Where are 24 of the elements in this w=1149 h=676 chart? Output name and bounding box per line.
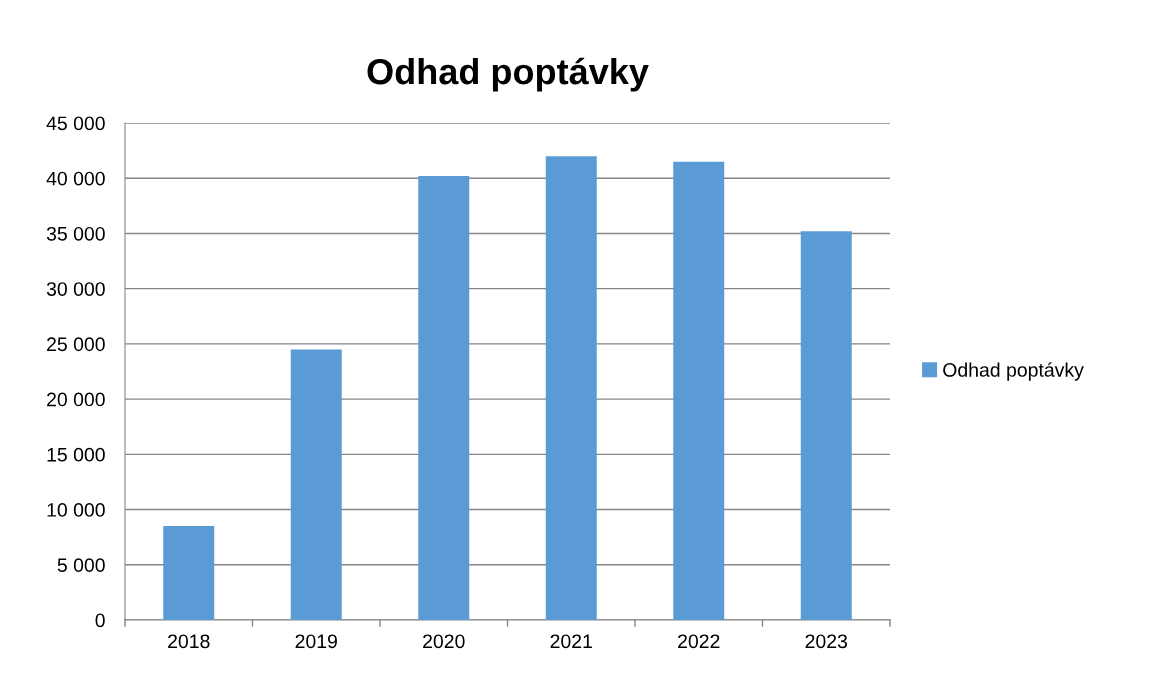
x-tick-label: 2019 xyxy=(295,634,337,649)
chart-title: Odhad poptávky xyxy=(367,57,649,92)
y-tick-label: 20 000 xyxy=(47,392,105,407)
x-tick-label: 2021 xyxy=(550,634,592,649)
x-tick-label: 2023 xyxy=(805,634,848,649)
y-tick-label: 15 000 xyxy=(47,447,105,462)
bar xyxy=(673,161,725,620)
bar xyxy=(545,156,597,620)
y-tick-label: 45 000 xyxy=(46,116,105,131)
x-tick-label: 2018 xyxy=(168,634,210,649)
x-tick-label: 2020 xyxy=(423,634,465,649)
y-tick-label: 25 000 xyxy=(47,337,105,352)
x-tick-label: 2022 xyxy=(678,634,720,649)
y-tick-label: 30 000 xyxy=(46,282,105,296)
y-tick-label: 35 000 xyxy=(46,226,105,241)
bar xyxy=(418,176,470,620)
bar xyxy=(290,349,342,620)
legend-label: Odhad poptávky xyxy=(943,362,1084,381)
y-tick-label: 40 000 xyxy=(46,171,105,186)
bar xyxy=(163,526,215,620)
y-tick-label: 0 xyxy=(95,613,105,628)
bar xyxy=(800,231,852,620)
y-tick-label: 10 000 xyxy=(47,503,105,517)
y-tick-label: 5 000 xyxy=(57,558,105,573)
